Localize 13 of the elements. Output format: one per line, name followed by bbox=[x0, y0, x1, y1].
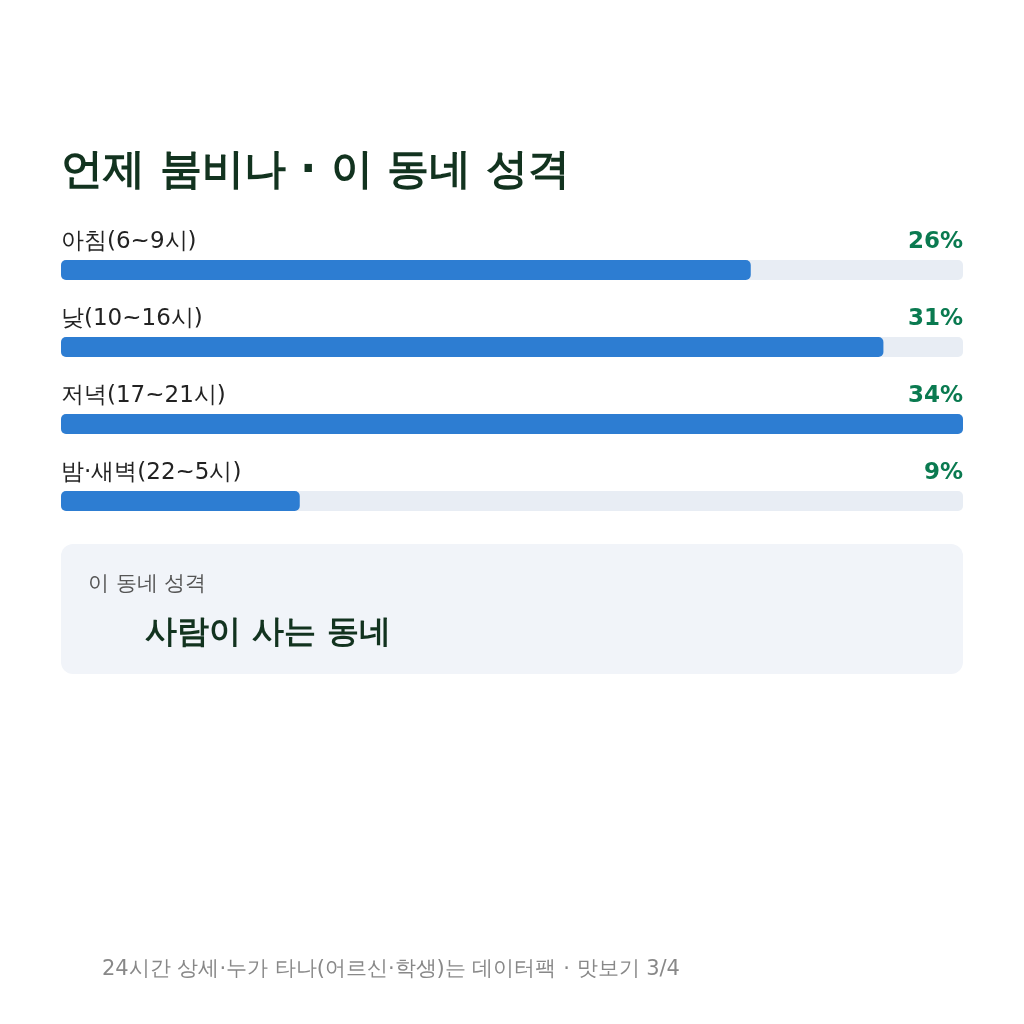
y-tick-label: 아침(6~9시) bbox=[61, 227, 197, 253]
y-tick-label: 밤·새벽(22~5시) bbox=[61, 458, 242, 484]
y-tick-label: 낮(10~16시) bbox=[61, 304, 203, 330]
data-label: 31% bbox=[907, 304, 963, 330]
y-tick-label: 저녁(17~21시) bbox=[61, 381, 226, 407]
data-label: 34% bbox=[907, 381, 963, 407]
chart-title: 언제 붐비나 · 이 동네 성격 bbox=[61, 144, 571, 193]
text: 24시간 상세·누가 타나(어르신·학생)는 데이터팩 · 맛보기 3/4 bbox=[102, 956, 680, 980]
data-label: 26% bbox=[907, 227, 963, 253]
text: 사람이 사는 동네 bbox=[145, 612, 392, 650]
data-label: 9% bbox=[923, 458, 963, 484]
bar bbox=[61, 491, 300, 511]
text: 이 동네 성격 bbox=[88, 571, 207, 595]
